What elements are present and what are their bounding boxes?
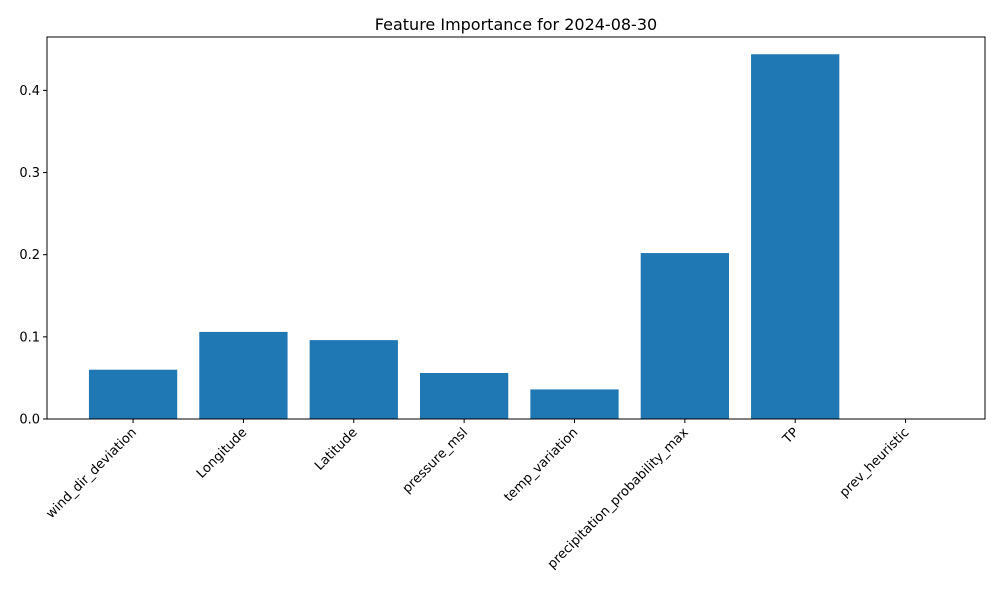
- x-tick-label: temp_variation: [501, 425, 581, 505]
- x-tick-label: prev_heuristic: [837, 425, 912, 500]
- bars-layer: [88, 54, 840, 419]
- y-tick-label: 0.1: [19, 330, 40, 345]
- bar-longitude: [199, 331, 288, 419]
- y-tick-label: 0.4: [19, 84, 40, 99]
- axes-layer: [46, 36, 986, 420]
- y-tick-label: 0.2: [19, 248, 40, 263]
- bar-temp-variation: [530, 389, 619, 419]
- y-tick-label: 0.0: [19, 413, 40, 428]
- bar-pressure-msl: [419, 372, 509, 419]
- bar-latitude: [309, 340, 398, 419]
- x-tick-label: TP: [780, 425, 803, 448]
- x-tick-label: wind_dir_deviation: [43, 425, 139, 521]
- y-axis-ticks: 0.0 0.1 0.2 0.3 0.4: [19, 84, 47, 428]
- plot-frame: [46, 36, 986, 420]
- bar-wind-dir-deviation: [88, 369, 178, 419]
- bar-precipitation-probability-max: [640, 253, 729, 419]
- x-tick-label: Latitude: [312, 425, 360, 473]
- y-tick-label: 0.3: [19, 166, 40, 181]
- x-axis-ticks: wind_dir_deviation Longitude Latitude press…: [43, 419, 912, 572]
- bar-tp: [751, 54, 840, 419]
- x-tick-label: Longitude: [194, 425, 250, 481]
- x-tick-label: pressure_msl: [400, 425, 471, 496]
- chart-title: Feature Importance for 2024-08-30: [375, 15, 657, 34]
